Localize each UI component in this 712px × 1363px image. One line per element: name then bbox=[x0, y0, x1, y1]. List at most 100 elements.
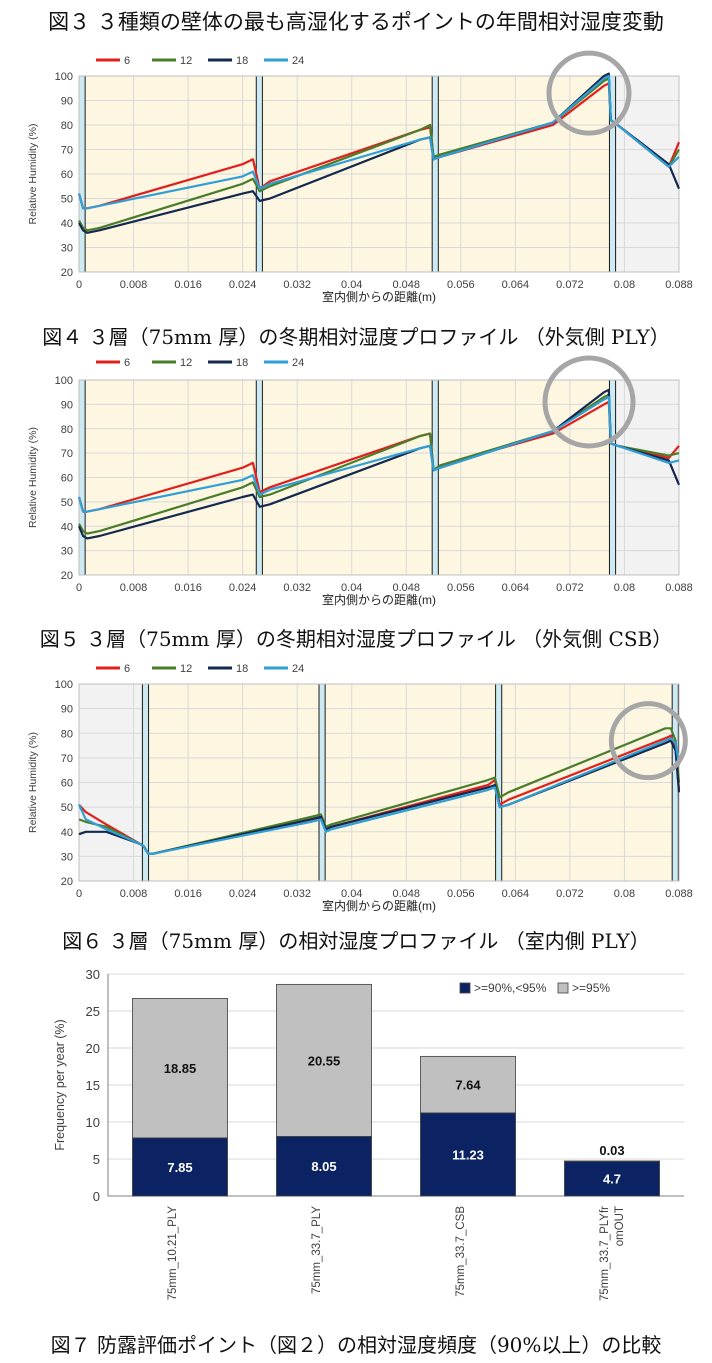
legend-label-18: 18 bbox=[236, 357, 248, 369]
y-tick-label: 0 bbox=[93, 1189, 100, 1204]
legend-swatch bbox=[459, 982, 471, 994]
board-layer bbox=[431, 379, 439, 576]
y-tick-label: 40 bbox=[61, 827, 73, 839]
x-tick-label: 0.072 bbox=[556, 582, 584, 594]
legend-label-24: 24 bbox=[292, 357, 304, 369]
x-tick-label: 0.024 bbox=[229, 888, 257, 900]
x-tick-label: 0.016 bbox=[174, 279, 202, 291]
legend-label-24: 24 bbox=[292, 55, 304, 67]
legend-label-24: 24 bbox=[292, 663, 304, 675]
figure-4-line-chart: 20 30 40 50 60 70 80 90 100 0 0.008 0.016 0.024 0.032… bbox=[27, 50, 693, 304]
y-tick-label: 70 bbox=[61, 145, 73, 157]
x-tick-label: 0.04 bbox=[341, 582, 362, 594]
y-tick-label: 100 bbox=[55, 375, 73, 387]
y-tick-label: 30 bbox=[61, 243, 73, 255]
y-axis-title: Frequency per year (%) bbox=[53, 1019, 67, 1150]
y-tick-label: 30 bbox=[61, 851, 73, 863]
legend-swatch bbox=[557, 982, 569, 994]
x-tick-label: 0.008 bbox=[120, 888, 148, 900]
x-tick-label: 0.04 bbox=[341, 888, 362, 900]
x-tick-label: 0.064 bbox=[502, 888, 530, 900]
bar-segment bbox=[420, 1112, 516, 1197]
board-layer bbox=[78, 75, 86, 273]
figure-5-line-chart: 20 30 40 50 60 70 80 90 100 0 0.008 0.016 0.024 0.032… bbox=[27, 355, 693, 607]
figure-7-caption: 図７ 防露評価ポイント（図２）の相対湿度頻度（90%以上）の比較 bbox=[50, 1333, 662, 1357]
x-tick-label: 0.08 bbox=[614, 582, 635, 594]
highlight-circle bbox=[608, 701, 688, 781]
figure-4-caption: 図４ ３層（75mm 厚）の冬期相対湿度プロファイル （外気側 PLY） bbox=[42, 325, 670, 349]
y-axis-title: Relative Humidity (%) bbox=[27, 732, 39, 833]
x-tick-label: 0.088 bbox=[665, 888, 693, 900]
bar-segment bbox=[564, 1160, 660, 1197]
x-tick-label: 0.008 bbox=[120, 582, 148, 594]
y-tick-label: 25 bbox=[86, 1004, 100, 1019]
x-tick-label: 0.08 bbox=[614, 279, 635, 291]
y-tick-label: 50 bbox=[61, 194, 73, 206]
highlight-circle bbox=[546, 50, 632, 136]
y-tick-label: 15 bbox=[86, 1078, 100, 1093]
figure-6-caption: 図６ ３層（75mm 厚）の相対湿度プロファイル （室内側 PLY） bbox=[62, 929, 650, 953]
data-label: 18.85 bbox=[164, 1061, 197, 1076]
legend-label-12: 12 bbox=[180, 55, 192, 67]
x-axis-title: 室内側からの距離(m) bbox=[322, 592, 436, 607]
y-tick-label: 5 bbox=[93, 1152, 100, 1167]
x-tick-label: 0.056 bbox=[447, 888, 475, 900]
legend-label-6: 6 bbox=[124, 663, 130, 675]
y-tick-label: 20 bbox=[61, 267, 73, 279]
data-label: 7.85 bbox=[167, 1160, 192, 1175]
bar-segment bbox=[564, 1160, 660, 1162]
x-tick-label: 0.056 bbox=[447, 279, 475, 291]
x-tick-label: 0.064 bbox=[502, 279, 530, 291]
x-tick-label: 0.032 bbox=[283, 888, 311, 900]
y-tick-label: 60 bbox=[61, 778, 73, 790]
x-tick-label: 0.072 bbox=[556, 279, 584, 291]
legend-label-18: 18 bbox=[236, 55, 248, 67]
legend-label-12: 12 bbox=[180, 357, 192, 369]
x-axis-title: 室内側からの距離(m) bbox=[322, 289, 436, 304]
x-tick-label: 0.072 bbox=[556, 888, 584, 900]
category-label: 75mm_33.7_PLYfr bbox=[599, 1206, 611, 1301]
x-tick-label: 0.032 bbox=[283, 582, 311, 594]
category-label: 75mm_33.7_PLY bbox=[311, 1206, 323, 1294]
y-tick-label: 60 bbox=[61, 169, 73, 181]
x-tick-label: 0.088 bbox=[665, 582, 693, 594]
x-tick-label: 0.032 bbox=[283, 279, 311, 291]
y-tick-label: 90 bbox=[61, 399, 73, 411]
x-tick-label: 0.048 bbox=[393, 888, 421, 900]
category-label: 75mm_10.21_PLY bbox=[167, 1206, 179, 1301]
y-axis-title: Relative Humidity (%) bbox=[27, 427, 39, 528]
y-tick-label: 100 bbox=[55, 679, 73, 691]
data-label: 20.55 bbox=[308, 1053, 341, 1068]
y-tick-label: 80 bbox=[61, 424, 73, 436]
y-tick-label: 80 bbox=[61, 120, 73, 132]
data-label: 0.03 bbox=[599, 1143, 624, 1158]
y-tick-label: 50 bbox=[61, 497, 73, 509]
x-tick-label: 0.016 bbox=[174, 582, 202, 594]
figure-3-caption: 図３ ３種類の壁体の最も高湿化するポイントの年間相対湿度変動 bbox=[48, 10, 664, 34]
board-layer bbox=[78, 379, 86, 576]
bar-segment bbox=[132, 998, 228, 1139]
x-tick-label: 0.008 bbox=[120, 279, 148, 291]
y-tick-label: 40 bbox=[61, 218, 73, 230]
x-tick-label: 0.024 bbox=[229, 279, 257, 291]
x-tick-label: 0.048 bbox=[393, 582, 421, 594]
plot-border bbox=[78, 75, 680, 273]
series-line-24 bbox=[77, 395, 680, 513]
board-layer bbox=[431, 75, 439, 273]
data-label: 4.7 bbox=[603, 1172, 621, 1187]
y-tick-label: 20 bbox=[86, 1041, 100, 1056]
legend-label-6: 6 bbox=[124, 55, 130, 67]
y-tick-label: 100 bbox=[55, 71, 73, 83]
y-tick-label: 20 bbox=[61, 876, 73, 888]
board-layer bbox=[318, 683, 326, 882]
y-tick-label: 90 bbox=[61, 96, 73, 108]
x-axis-title: 室内側からの距離(m) bbox=[322, 898, 436, 913]
x-tick-label: 0.056 bbox=[447, 582, 475, 594]
y-tick-label: 60 bbox=[61, 473, 73, 485]
data-label: 11.23 bbox=[452, 1147, 484, 1162]
category-label: 75mm_33.7_CSB bbox=[455, 1206, 467, 1297]
category-label: omOUT bbox=[614, 1206, 626, 1246]
x-tick-label: 0.064 bbox=[502, 582, 530, 594]
figure-7-bar-chart: 0 5 10 15 20 25 30 7.85 18.85 75mm_10.21_PLY 8.05 2… bbox=[53, 967, 684, 1301]
series-line-24 bbox=[78, 737, 681, 855]
